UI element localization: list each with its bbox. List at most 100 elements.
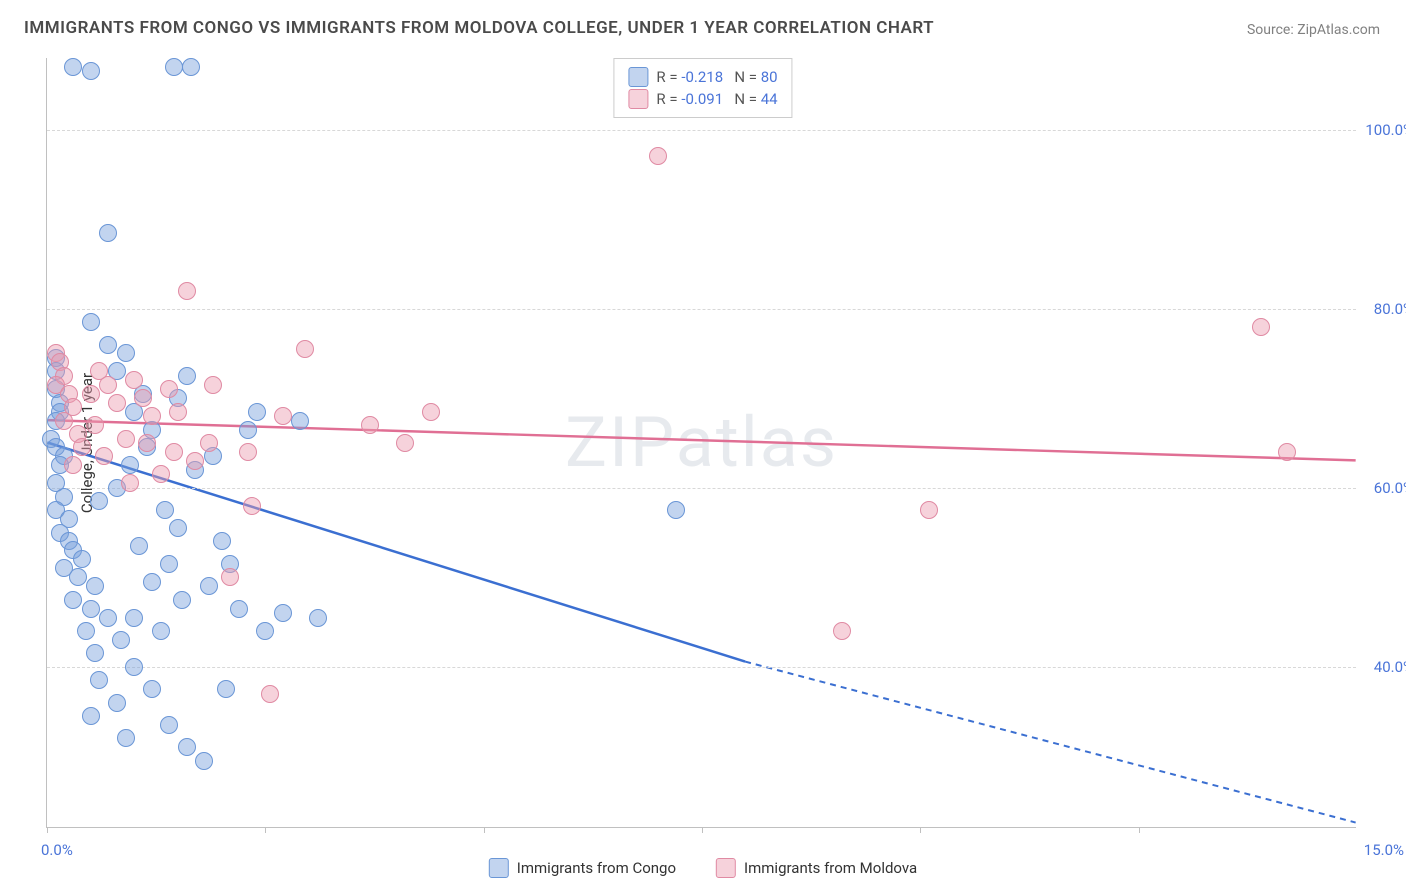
source-label: Source: ZipAtlas.com (1247, 22, 1380, 38)
scatter-point (274, 604, 292, 622)
scatter-point (256, 622, 274, 640)
scatter-point (73, 438, 91, 456)
scatter-point (64, 591, 82, 609)
legend-item: Immigrants from Congo (489, 858, 676, 878)
scatter-point (152, 622, 170, 640)
scatter-point (99, 336, 117, 354)
scatter-point (160, 555, 178, 573)
series-legend: Immigrants from Congo Immigrants from Mol… (489, 858, 917, 878)
x-tick (702, 827, 703, 833)
watermark: ZIPatlas (565, 402, 838, 484)
legend-label: Immigrants from Moldova (744, 859, 917, 877)
legend-swatch (628, 89, 648, 109)
scatter-point (169, 403, 187, 421)
scatter-point (649, 147, 667, 165)
scatter-point (64, 58, 82, 76)
scatter-point (186, 452, 204, 470)
scatter-point (920, 501, 938, 519)
scatter-point (422, 403, 440, 421)
scatter-point (125, 609, 143, 627)
gridline (47, 309, 1356, 310)
scatter-point (169, 519, 187, 537)
scatter-point (125, 658, 143, 676)
scatter-point (261, 685, 279, 703)
scatter-point (152, 465, 170, 483)
chart-title: IMMIGRANTS FROM CONGO VS IMMIGRANTS FROM… (24, 18, 934, 38)
scatter-point (73, 550, 91, 568)
scatter-point (204, 376, 222, 394)
scatter-point (86, 577, 104, 595)
legend-row: R = -0.218 N = 80 (628, 67, 777, 87)
legend-swatch (628, 67, 648, 87)
scatter-point (90, 492, 108, 510)
scatter-point (296, 340, 314, 358)
x-axis-max-label: 15.0% (1364, 841, 1404, 859)
scatter-point (178, 282, 196, 300)
scatter-point (117, 430, 135, 448)
scatter-point (82, 707, 100, 725)
scatter-point (108, 394, 126, 412)
scatter-point (77, 622, 95, 640)
legend-row: R = -0.091 N = 44 (628, 89, 777, 109)
scatter-point (99, 376, 117, 394)
scatter-point (1252, 318, 1270, 336)
y-tick-label: 80.0% (1362, 300, 1406, 318)
scatter-point (195, 752, 213, 770)
scatter-point (99, 224, 117, 242)
scatter-point (173, 591, 191, 609)
scatter-point (243, 497, 261, 515)
scatter-point (178, 738, 196, 756)
scatter-point (833, 622, 851, 640)
scatter-point (160, 380, 178, 398)
x-axis-min-label: 0.0% (41, 841, 73, 859)
scatter-point (112, 631, 130, 649)
scatter-point (121, 456, 139, 474)
scatter-point (82, 313, 100, 331)
scatter-point (117, 729, 135, 747)
scatter-point (165, 58, 183, 76)
scatter-point (143, 407, 161, 425)
gridline (47, 667, 1356, 668)
legend-swatch (716, 858, 736, 878)
x-tick (484, 827, 485, 833)
x-tick (47, 827, 48, 833)
scatter-point (309, 609, 327, 627)
y-tick-label: 40.0% (1362, 658, 1406, 676)
scatter-point (86, 416, 104, 434)
scatter-point (95, 447, 113, 465)
scatter-point (143, 573, 161, 591)
scatter-point (230, 600, 248, 618)
scatter-point (99, 609, 117, 627)
scatter-point (134, 389, 152, 407)
scatter-point (361, 416, 379, 434)
y-tick-label: 60.0% (1362, 479, 1406, 497)
scatter-point (1278, 443, 1296, 461)
scatter-point (125, 371, 143, 389)
scatter-point (69, 568, 87, 586)
scatter-point (248, 403, 266, 421)
trend-lines (47, 58, 1356, 827)
legend-stats: R = -0.218 N = 80 (656, 68, 777, 86)
scatter-point (138, 434, 156, 452)
scatter-point (274, 407, 292, 425)
legend-item: Immigrants from Moldova (716, 858, 917, 878)
scatter-point (291, 412, 309, 430)
scatter-point (667, 501, 685, 519)
scatter-point (217, 680, 235, 698)
scatter-point (200, 577, 218, 595)
scatter-point (64, 456, 82, 474)
scatter-point (396, 434, 414, 452)
scatter-point (121, 474, 139, 492)
scatter-point (82, 600, 100, 618)
scatter-point (108, 694, 126, 712)
scatter-point (130, 537, 148, 555)
scatter-point (86, 644, 104, 662)
scatter-point (178, 367, 196, 385)
scatter-point (213, 532, 231, 550)
scatter-point (160, 716, 178, 734)
scatter-point (117, 344, 135, 362)
gridline (47, 488, 1356, 489)
scatter-point (239, 421, 257, 439)
legend-swatch (489, 858, 509, 878)
y-tick-label: 100.0% (1362, 121, 1406, 139)
